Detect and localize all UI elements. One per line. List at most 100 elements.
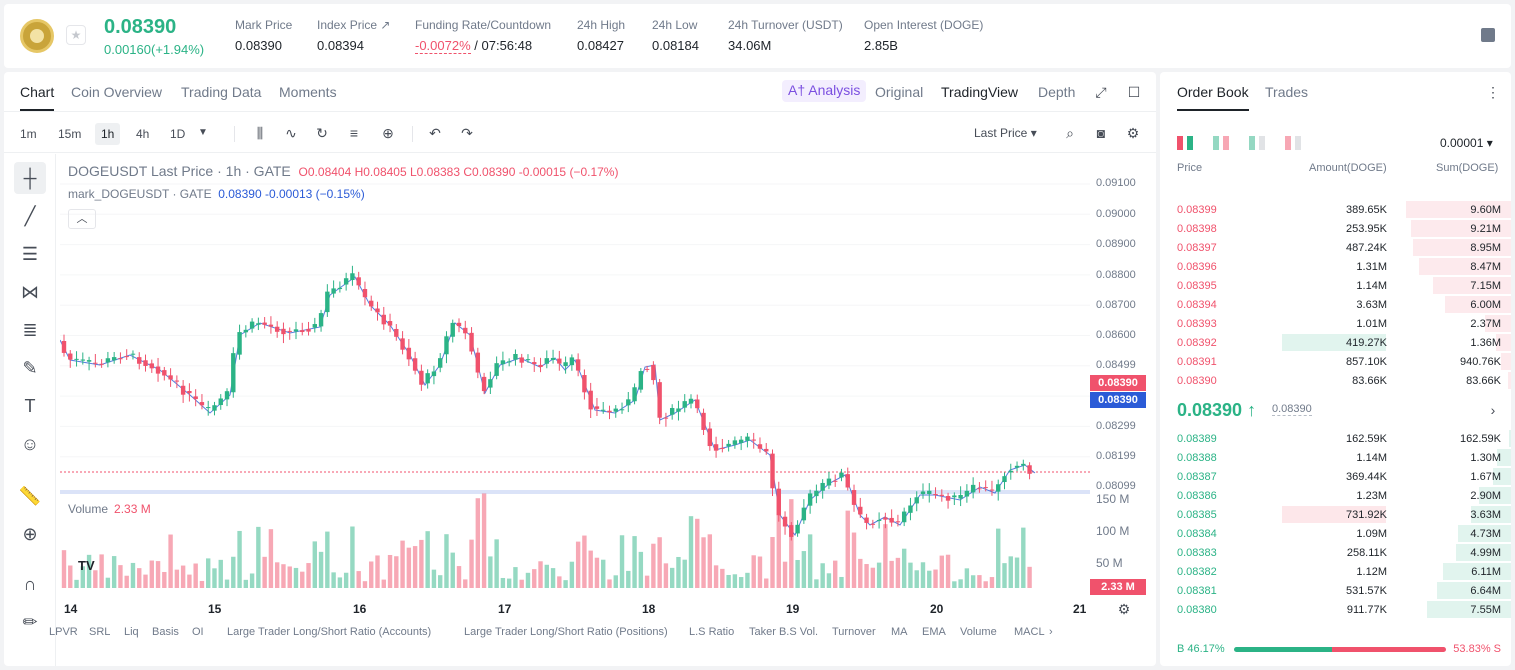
tab-trades[interactable]: Trades — [1265, 84, 1309, 100]
indicator-item[interactable]: OI — [192, 626, 204, 638]
depth-bar — [1443, 563, 1511, 580]
candle-body — [419, 370, 424, 385]
funding-rate-value[interactable]: -0.0072% — [415, 38, 471, 54]
candle-body — [488, 379, 493, 388]
indicator-item[interactable]: Large Trader Long/Short Ratio (Accounts) — [227, 626, 432, 638]
ask-row[interactable]: 0.08392 419.27K 1.36M — [1160, 333, 1511, 352]
fib-icon[interactable]: ≣ — [22, 320, 38, 340]
favorite-star-icon[interactable]: ★ — [66, 25, 86, 45]
ask-row[interactable]: 0.08390 83.66K 83.66K — [1160, 371, 1511, 390]
tab-trading-data[interactable]: Trading Data — [181, 84, 262, 100]
window-icon[interactable]: ☐ — [1127, 84, 1141, 100]
expand-icon[interactable]: ⤢ — [1095, 84, 1107, 100]
more-menu-icon[interactable]: ⋮ — [1486, 84, 1500, 100]
tab-order-book[interactable]: Order Book — [1177, 84, 1249, 111]
pencil-icon[interactable]: ✏ — [22, 612, 38, 632]
collapse-legend-button[interactable]: ︿ — [68, 209, 96, 229]
indicator-item[interactable]: Taker B.S Vol. — [749, 626, 819, 638]
ask-row[interactable]: 0.08398 253.95K 9.21M — [1160, 219, 1511, 238]
indicator-item[interactable]: Liq — [124, 626, 139, 638]
indicator-item[interactable]: Turnover — [832, 626, 876, 638]
tf-1m[interactable]: 1m — [20, 127, 37, 141]
bid-row[interactable]: 0.08383 258.11K 4.99M — [1160, 543, 1511, 562]
templates-icon[interactable]: ≡ — [349, 125, 359, 141]
bid-row[interactable]: 0.08381 531.57K 6.64M — [1160, 581, 1511, 600]
book-icon[interactable] — [1481, 28, 1495, 42]
price-axis[interactable]: 0.09100 0.09000 0.08900 0.08800 0.08700 … — [1092, 154, 1156, 594]
add-indicator-icon[interactable]: ⊕ — [382, 125, 394, 141]
candle-body — [870, 523, 876, 525]
tf-15m[interactable]: 15m — [58, 127, 82, 141]
scroll-right-icon[interactable]: › — [1049, 626, 1053, 638]
timeframe-dropdown-icon[interactable]: ▼ — [198, 127, 208, 138]
view-both-icon[interactable] — [1177, 136, 1193, 150]
tf-1h[interactable]: 1h — [95, 123, 121, 145]
indicator-item[interactable]: Basis — [152, 626, 179, 638]
bid-row[interactable]: 0.08389 162.59K 162.59K — [1160, 429, 1511, 448]
tab-moments[interactable]: Moments — [279, 84, 337, 100]
bid-row[interactable]: 0.08388 1.14M 1.30M — [1160, 448, 1511, 467]
tab-coin-overview[interactable]: Coin Overview — [71, 84, 163, 100]
view-depth[interactable]: Depth — [1038, 84, 1076, 100]
axis-settings-icon[interactable]: ⚙ — [1117, 601, 1131, 617]
bid-row[interactable]: 0.08384 1.09M 4.73M — [1160, 524, 1511, 543]
refresh-icon[interactable]: ↻ — [316, 125, 328, 141]
ask-row[interactable]: 0.08399 389.65K 9.60M — [1160, 200, 1511, 219]
ask-row[interactable]: 0.08393 1.01M 2.37M — [1160, 314, 1511, 333]
bid-row[interactable]: 0.08386 1.23M 2.90M — [1160, 486, 1511, 505]
indicator-item[interactable]: SRL — [89, 626, 111, 638]
view-sell-icon[interactable] — [1285, 136, 1301, 150]
ask-row[interactable]: 0.08391 857.10K 940.76K — [1160, 352, 1511, 371]
indicator-item[interactable]: LPVR — [49, 626, 78, 638]
brush-icon[interactable]: ✎ — [22, 358, 38, 378]
emoji-icon[interactable]: ☺ — [20, 434, 40, 454]
ruler-icon[interactable]: 📏 — [18, 486, 42, 506]
bid-row[interactable]: 0.08385 731.92K 3.63M — [1160, 505, 1511, 524]
volume-bar — [927, 570, 932, 588]
horizontal-lines-icon[interactable]: ☰ — [21, 244, 39, 264]
ai-analysis-button[interactable]: A† Analysis — [782, 80, 867, 102]
volume-bar — [776, 495, 781, 588]
search-icon[interactable]: ⌕ — [1066, 125, 1074, 141]
bid-row[interactable]: 0.08387 369.44K 1.67M — [1160, 467, 1511, 486]
ask-row[interactable]: 0.08396 1.31M 8.47M — [1160, 257, 1511, 276]
indicator-item[interactable]: Large Trader Long/Short Ratio (Positions… — [464, 626, 668, 638]
magnet-icon[interactable]: ∩ — [23, 574, 37, 594]
trend-line-icon[interactable]: ╱ — [24, 206, 36, 226]
ask-row[interactable]: 0.08397 487.24K 8.95M — [1160, 238, 1511, 257]
tf-1d[interactable]: 1D — [170, 127, 186, 141]
ask-row[interactable]: 0.08395 1.14M 7.15M — [1160, 276, 1511, 295]
view-tradingview[interactable]: TradingView — [941, 84, 1019, 100]
bid-row[interactable]: 0.08380 911.77K 7.55M — [1160, 600, 1511, 619]
pattern-icon[interactable]: ⋈ — [21, 282, 39, 302]
redo-icon[interactable]: ↷ — [461, 125, 473, 141]
indicator-item[interactable]: Volume — [960, 626, 997, 638]
chevron-right-icon[interactable]: › — [1490, 402, 1496, 418]
indicator-item[interactable]: L.S Ratio — [689, 626, 735, 638]
view-buy-icon[interactable] — [1249, 136, 1265, 150]
zoom-in-icon[interactable]: ⊕ — [22, 524, 38, 544]
row-amount: 419.27K — [1346, 337, 1387, 349]
indicators-icon[interactable]: ∿ — [285, 125, 297, 141]
stat-index-price[interactable]: Index Price ↗ 0.08394 — [317, 18, 391, 53]
candle-type-icon[interactable]: ⫼ — [256, 125, 264, 141]
text-tool-icon[interactable]: T — [24, 396, 36, 416]
undo-icon[interactable]: ↶ — [429, 125, 441, 141]
bid-row[interactable]: 0.08382 1.12M 6.11M — [1160, 562, 1511, 581]
view-original[interactable]: Original — [875, 84, 924, 100]
settings-gear-icon[interactable]: ⚙ — [1126, 125, 1140, 141]
candle-body — [412, 358, 418, 371]
tf-4h[interactable]: 4h — [136, 127, 150, 141]
indicator-item[interactable]: EMA — [922, 626, 946, 638]
crosshair-icon[interactable]: ┼ — [14, 162, 46, 194]
camera-icon[interactable]: ◙ — [1096, 125, 1106, 141]
indicator-item[interactable]: MA — [891, 626, 908, 638]
ask-row[interactable]: 0.08394 3.63M 6.00M — [1160, 295, 1511, 314]
candle-body — [732, 440, 738, 445]
precision-select[interactable]: 0.00001 ▾ — [1440, 136, 1493, 150]
view-bids-icon[interactable] — [1213, 136, 1229, 150]
price-chart[interactable] — [60, 154, 1090, 666]
indicator-item[interactable]: MACL — [1014, 626, 1045, 638]
tab-chart[interactable]: Chart — [20, 84, 55, 111]
last-price-select[interactable]: Last Price ▾ — [974, 126, 1037, 140]
